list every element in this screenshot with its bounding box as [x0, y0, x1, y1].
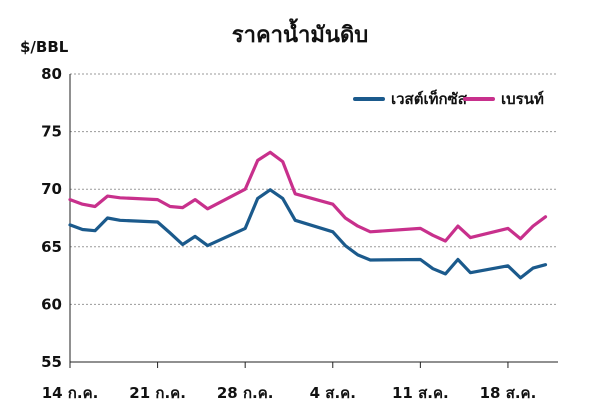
y-axis-unit-label: $/BBL: [20, 38, 69, 56]
series-lines: [68, 150, 548, 280]
x-tick-label: 28 ก.ค.: [217, 384, 274, 402]
legend-label: เวสต์เท็กซัส: [391, 89, 468, 108]
y-tick-label: 60: [41, 295, 62, 313]
x-tick-label: 11 ส.ค.: [392, 384, 449, 402]
y-tick-label: 80: [41, 65, 62, 83]
x-tick-label: 4 ส.ค.: [310, 384, 356, 402]
gridlines: [70, 73, 558, 305]
chart-title: ราคาน้ำมันดิบ: [232, 18, 368, 48]
series-line-1: [68, 150, 548, 243]
x-tick-label: 14 ก.ค.: [42, 384, 99, 402]
legend-label: เบรนท์: [501, 90, 544, 108]
y-tick-label: 55: [41, 353, 62, 371]
x-tick-label: 21 ก.ค.: [129, 384, 186, 402]
x-tick-label: 18 ส.ค.: [480, 384, 537, 402]
legend: เวสต์เท็กซัส เบรนท์: [353, 89, 544, 108]
y-axis-ticks: 55 60 65 70 75 80: [41, 65, 62, 371]
y-tick-label: 70: [41, 180, 62, 198]
x-axis: 14 ก.ค. 21 ก.ค. 28 ก.ค. 4 ส.ค. 11 ส.ค. 18 ส.ค…: [42, 74, 558, 402]
y-tick-label: 65: [41, 238, 62, 256]
y-tick-label: 75: [41, 123, 62, 141]
series-line-0: [68, 188, 548, 280]
